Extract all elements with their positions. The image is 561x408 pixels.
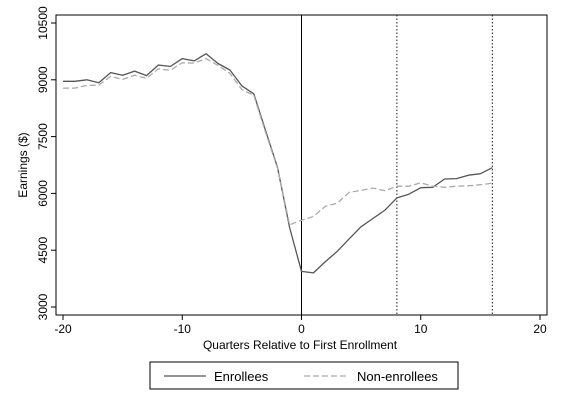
y-axis: 3000 4500 6000 7500 9000 10500 [36,6,56,320]
x-tick-label: 10 [414,322,428,336]
y-tick-label: 7500 [36,123,50,150]
y-tick-label: 4500 [36,237,50,264]
series-layer [63,53,493,274]
y-axis-title: Earnings ($) [16,132,30,197]
x-tick-label: 0 [298,322,305,336]
reference-lines [301,15,493,315]
legend: Enrollees Non-enrollees [149,361,459,390]
x-tick-label: 20 [533,322,547,336]
y-tick-label: 10500 [36,6,50,40]
y-tick-label: 9000 [36,66,50,93]
y-tick-label: 6000 [36,180,50,207]
legend-label-non-enrollees: Non-enrollees [357,369,438,384]
y-tick-label: 3000 [36,293,50,320]
x-tick-label: -20 [54,322,72,336]
legend-label-enrollees: Enrollees [214,369,269,384]
x-axis-title: Quarters Relative to First Enrollment [203,338,398,352]
series-line-non-enrollees [63,57,493,226]
x-axis: -20 -10 0 10 20 [54,315,547,336]
x-tick-label: -10 [174,322,192,336]
